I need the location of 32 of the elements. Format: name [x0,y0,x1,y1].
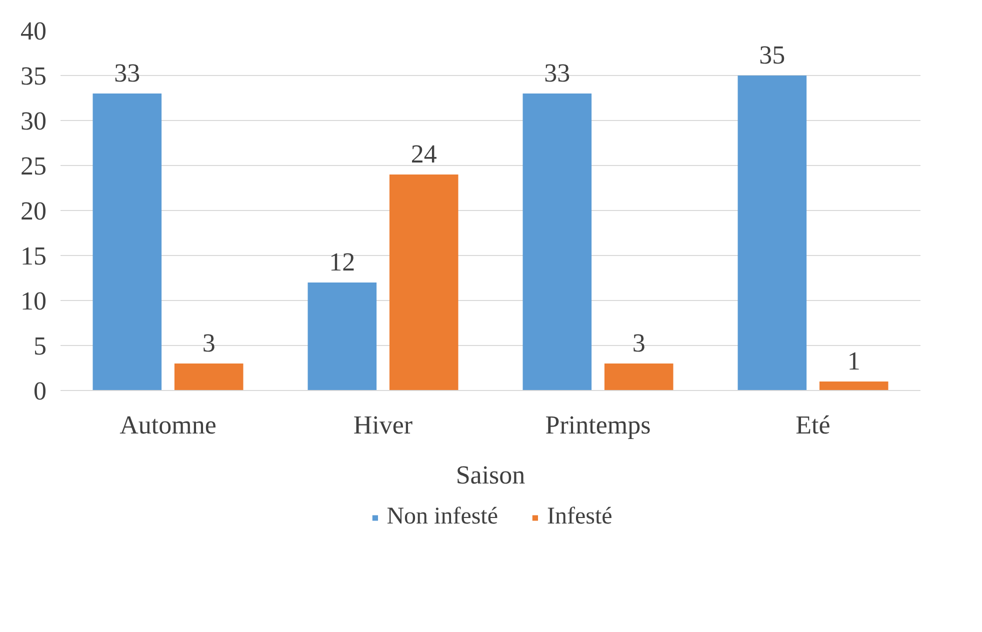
x-tick-label: Hiver [353,410,413,440]
y-tick-label: 25 [20,152,46,180]
data-label: 33 [114,58,140,88]
y-tick-label: 15 [20,242,46,270]
bar [819,382,888,390]
data-label: 3 [632,328,646,358]
bar [92,94,162,390]
bar [308,282,377,390]
x-tick-label: Eté [796,410,830,440]
y-tick-label: 0 [34,376,46,406]
y-tick-label: 30 [20,106,46,136]
data-label: 1 [847,346,860,376]
data-label: 3 [202,328,216,358]
x-tick-label: Automne [120,410,216,440]
data-label: 12 [329,248,356,276]
bar [604,364,674,390]
y-tick-label: 20 [20,196,46,226]
bar [522,94,592,390]
data-label: 33 [544,58,570,88]
x-tick-label: Printemps [545,410,651,440]
bar [174,364,244,390]
y-tick-label: 35 [20,62,46,90]
legend-label: Infesté [547,504,612,530]
y-tick-label: 5 [34,332,46,360]
bar [738,76,807,390]
legend-label: Non infesté [386,504,498,530]
data-label: 24 [410,140,437,168]
x-axis-title: Saison [456,460,526,490]
data-label: 35 [759,40,786,70]
y-tick-label: 40 [20,16,46,46]
bar [389,174,458,390]
y-tick-label: 10 [20,286,46,316]
